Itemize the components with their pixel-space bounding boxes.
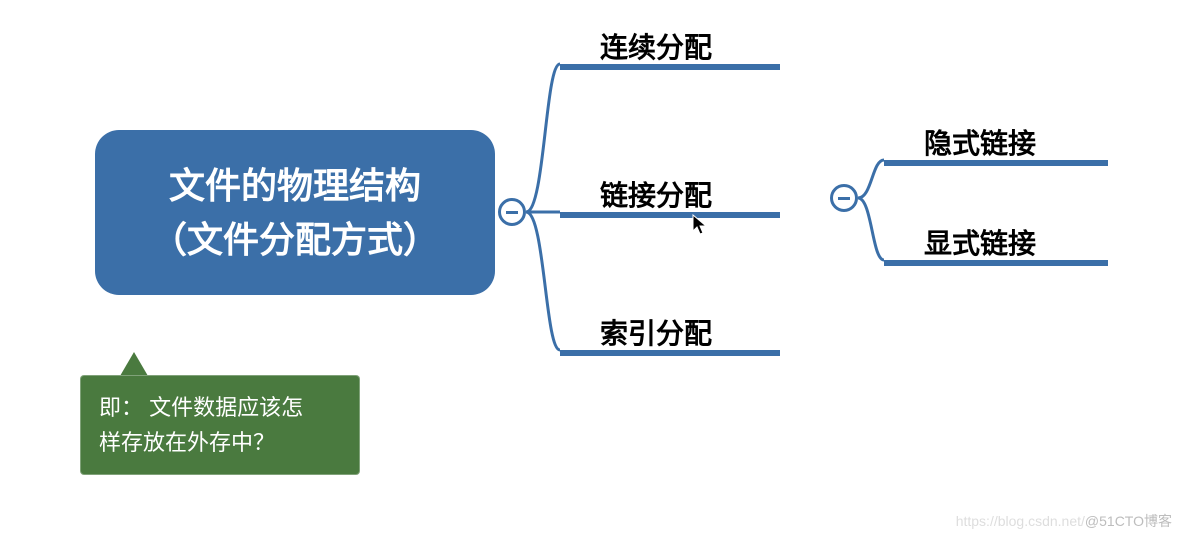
node-underline	[884, 260, 1108, 266]
watermark: https://blog.csdn.net/@51CTO博客	[956, 511, 1172, 531]
node-indexed-allocation[interactable]: 索引分配	[600, 312, 712, 352]
callout-line2: 样存放在外存中？	[99, 425, 341, 460]
node-underline	[560, 212, 780, 218]
node-underline	[884, 160, 1108, 166]
root-node[interactable]: 文件的物理结构 （文件分配方式）	[95, 130, 495, 295]
root-line1: 文件的物理结构	[169, 159, 421, 213]
node-implicit-link[interactable]: 隐式链接	[924, 122, 1036, 162]
callout-note: 即： 文件数据应该怎 样存放在外存中？	[80, 375, 360, 475]
watermark-right: @51CTO博客	[1085, 513, 1172, 529]
node-linked-allocation[interactable]: 链接分配	[600, 174, 712, 214]
collapse-toggle-icon[interactable]	[498, 198, 526, 226]
watermark-left: https://blog.csdn.net/	[956, 513, 1085, 529]
callout-tail	[120, 352, 148, 376]
callout-line1: 即： 文件数据应该怎	[99, 390, 341, 425]
node-explicit-link[interactable]: 显式链接	[924, 222, 1036, 262]
node-underline	[560, 350, 780, 356]
collapse-toggle-icon[interactable]	[830, 184, 858, 212]
node-underline	[560, 64, 780, 70]
node-contiguous-allocation[interactable]: 连续分配	[600, 26, 712, 66]
root-line2: （文件分配方式）	[151, 213, 439, 267]
